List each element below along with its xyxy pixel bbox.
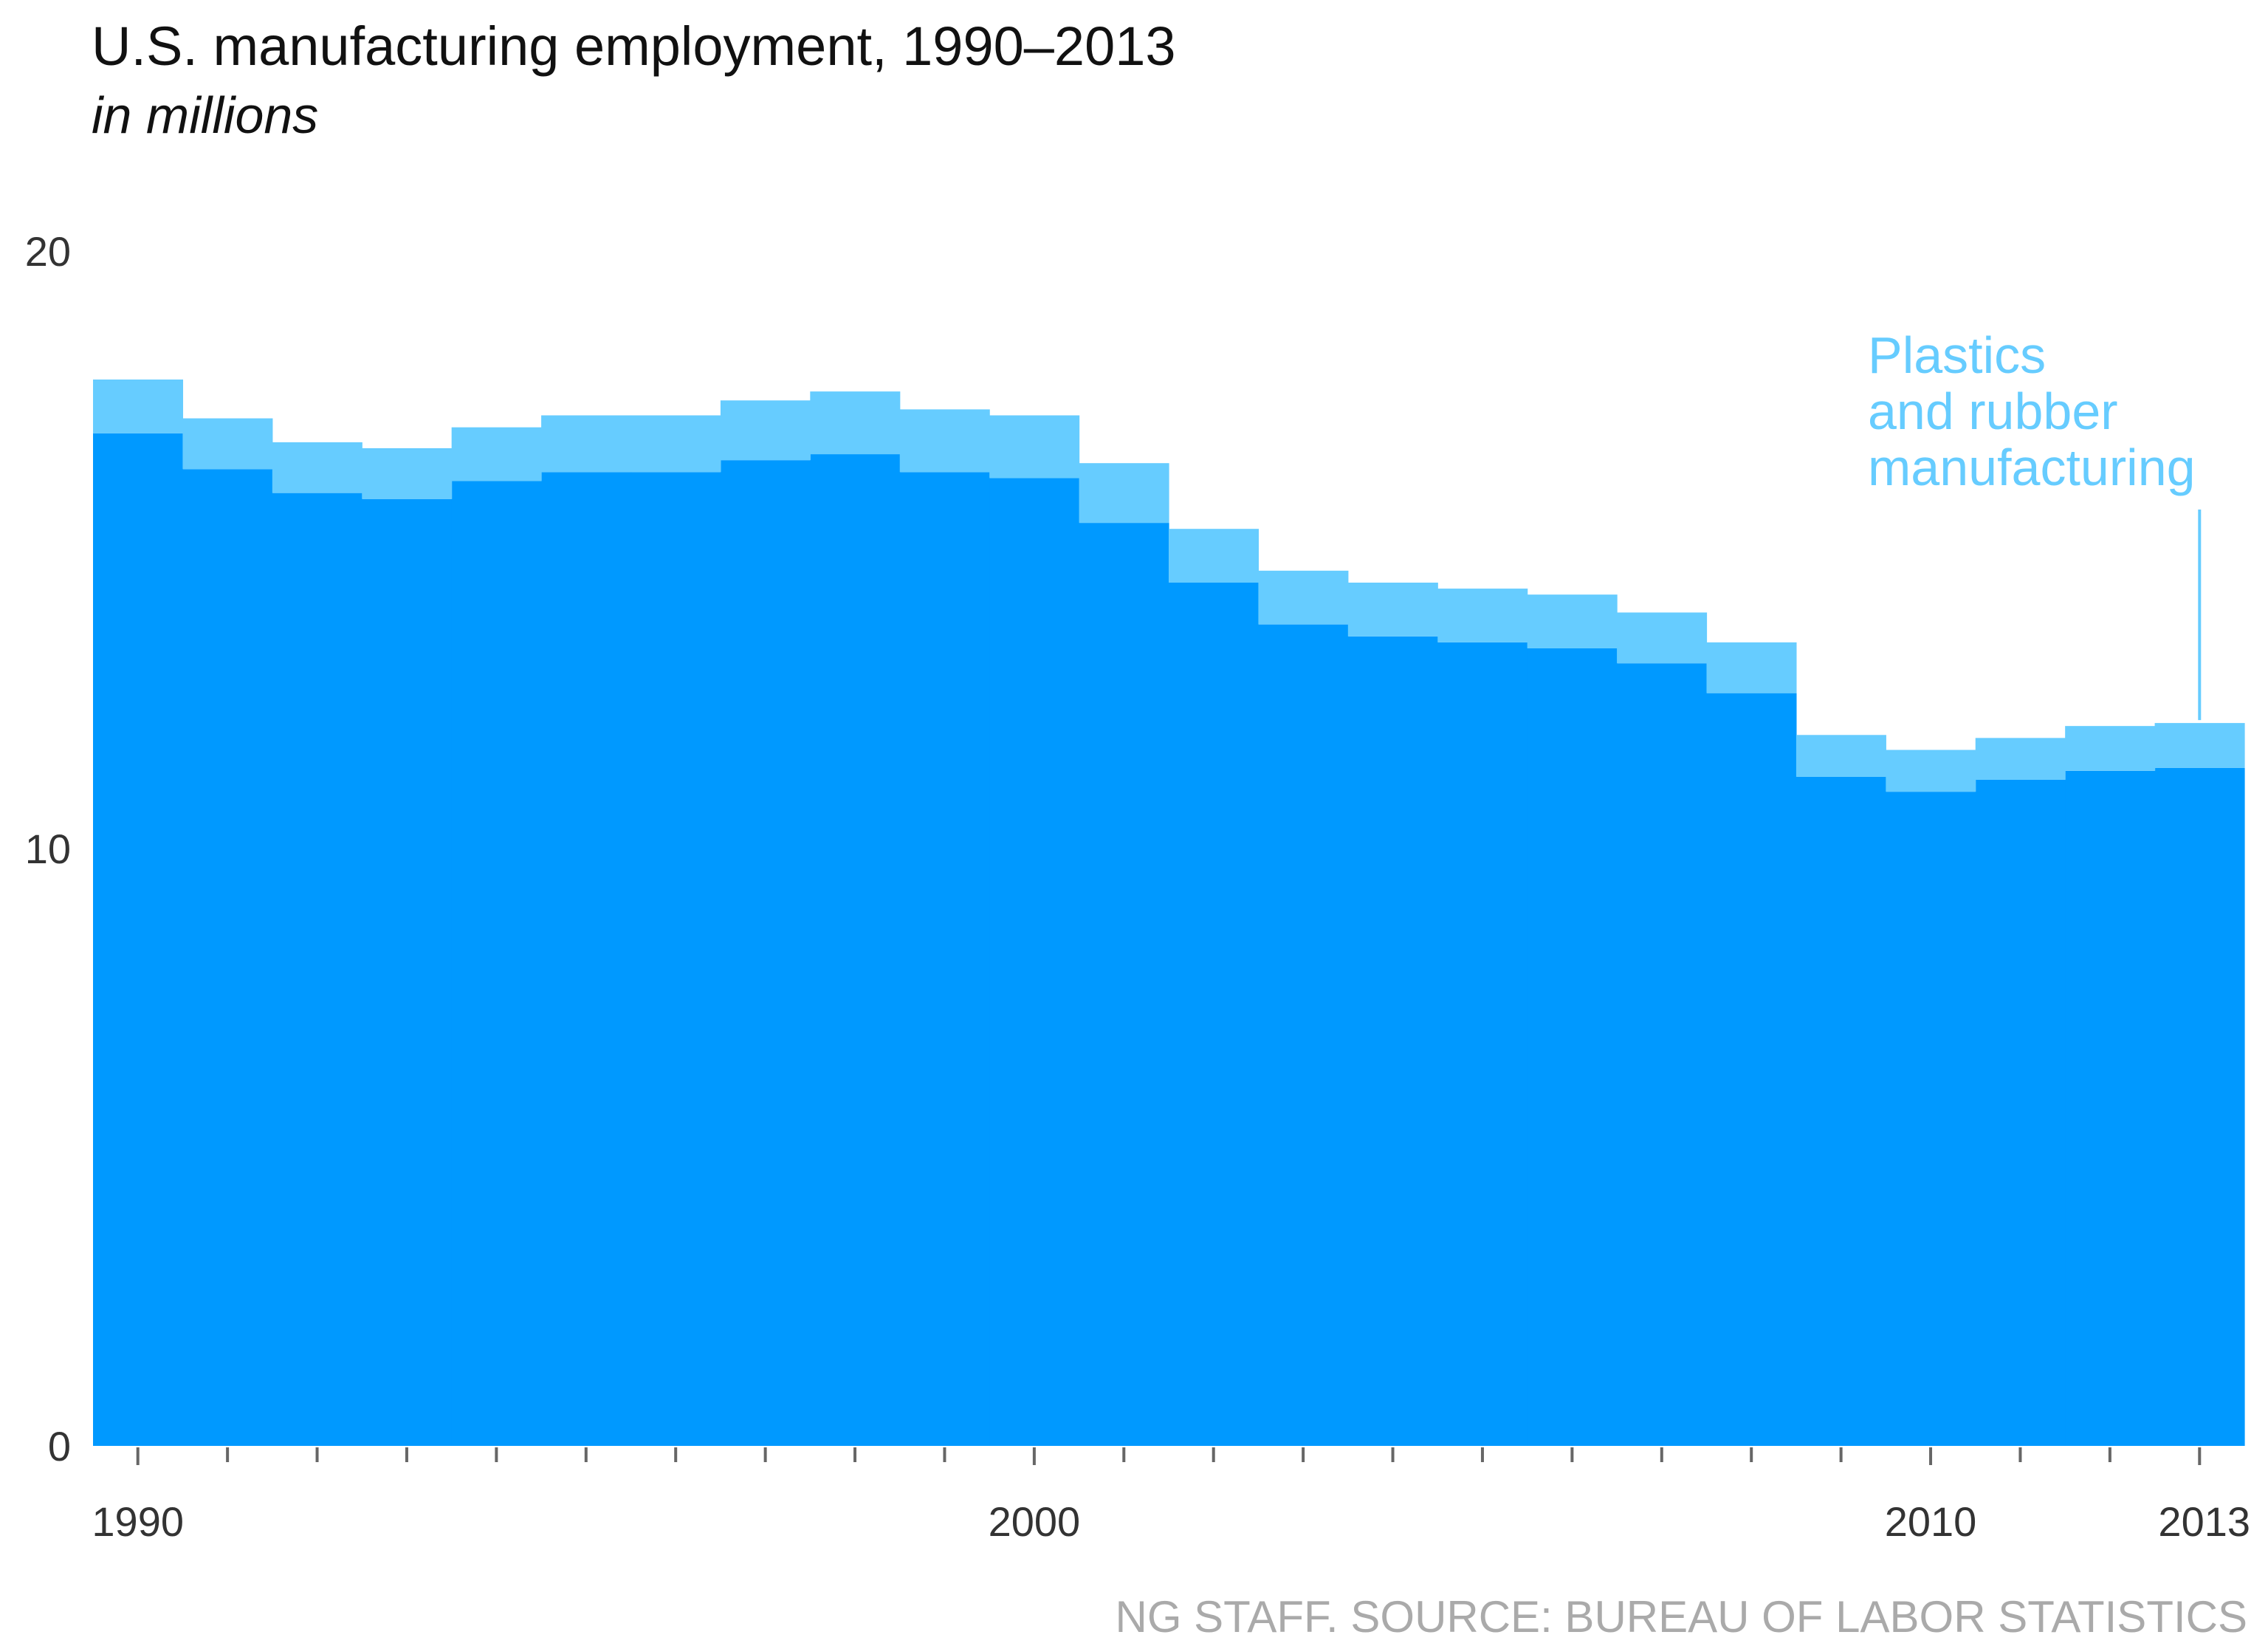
x-tick-label-2000: 2000	[989, 1498, 1081, 1545]
annotation-label-line-2: and rubber	[1868, 383, 2118, 440]
area-step-other-1995	[541, 472, 632, 1446]
area-step-plastics-1998	[810, 391, 901, 455]
area-step-other-1998	[810, 454, 901, 1446]
area-step-plastics-2000	[989, 415, 1080, 479]
area-step-plastics-2005	[1437, 589, 1528, 642]
area-step-plastics-2004	[1347, 582, 1438, 637]
area-step-plastics-2009	[1796, 735, 1886, 777]
area-step-other-2002	[1169, 583, 1260, 1446]
area-step-other-2000	[989, 478, 1080, 1447]
area-step-other-1990	[93, 433, 184, 1446]
area-step-other-1996	[630, 472, 721, 1446]
area-step-other-2011	[1975, 779, 2066, 1446]
series-plastics-and-rubber-manufacturing	[93, 379, 2245, 792]
x-tick-label-2010: 2010	[1885, 1498, 1977, 1545]
area-step-plastics-2002	[1169, 529, 1260, 583]
area-step-other-2008	[1706, 693, 1797, 1446]
area-step-plastics-2006	[1527, 594, 1618, 648]
area-step-plastics-1995	[541, 415, 632, 473]
area-step-plastics-1996	[630, 415, 721, 473]
area-step-plastics-2010	[1886, 750, 1976, 792]
chart-title: U.S. manufacturing employment, 1990–2013	[92, 16, 1176, 77]
chart-subtitle: in millions	[92, 86, 318, 144]
area-step-other-2004	[1347, 636, 1438, 1446]
area-step-plastics-2007	[1617, 612, 1708, 664]
area-step-plastics-2012	[2065, 726, 2156, 771]
annotation-label-line-1: Plastics	[1868, 326, 2046, 384]
series-other-manufacturing	[93, 433, 2245, 1447]
area-step-plastics-1991	[182, 418, 273, 470]
y-tick-label-10: 10	[25, 826, 71, 872]
area-step-plastics-1997	[720, 400, 811, 461]
annotation-label-line-3: manufacturing	[1868, 439, 2196, 496]
area-step-plastics-1992	[272, 442, 362, 493]
axes: 0 10 20 1990 2000 2010 2013	[25, 228, 2250, 1545]
area-step-plastics-1990	[93, 379, 184, 433]
area-step-other-2013	[2154, 767, 2245, 1446]
area-step-other-2006	[1527, 648, 1618, 1446]
y-tick-label-20: 20	[25, 228, 71, 275]
area-step-plastics-1994	[451, 427, 542, 481]
area-step-plastics-1999	[899, 409, 990, 473]
area-step-plastics-2001	[1079, 463, 1169, 524]
area-step-other-2009	[1796, 776, 1886, 1446]
area-step-other-2001	[1079, 523, 1169, 1446]
area-step-plastics-2011	[1975, 738, 2066, 780]
x-tick-label-1990: 1990	[92, 1498, 184, 1545]
area-step-other-2012	[2065, 770, 2156, 1446]
source-credit: NG STAFF. SOURCE: BUREAU OF LABOR STATIS…	[1115, 1592, 2247, 1642]
area-step-other-2010	[1886, 792, 1976, 1446]
area-step-other-1994	[451, 481, 542, 1446]
y-tick-label-0: 0	[48, 1423, 71, 1470]
area-step-plastics-2008	[1706, 642, 1797, 693]
area-step-other-1999	[899, 472, 990, 1446]
area-step-other-2005	[1437, 642, 1528, 1446]
plot-area	[93, 379, 2245, 1447]
area-step-other-2007	[1617, 663, 1708, 1447]
area-step-other-2003	[1258, 624, 1349, 1447]
area-step-other-1991	[182, 469, 273, 1446]
area-step-plastics-2013	[2154, 723, 2245, 768]
x-tick-label-2013: 2013	[2158, 1498, 2250, 1545]
area-step-plastics-1993	[362, 447, 453, 499]
area-step-other-1993	[362, 498, 453, 1446]
area-step-other-1997	[720, 460, 811, 1446]
area-step-other-1992	[272, 493, 362, 1446]
area-step-plastics-2003	[1258, 570, 1349, 625]
